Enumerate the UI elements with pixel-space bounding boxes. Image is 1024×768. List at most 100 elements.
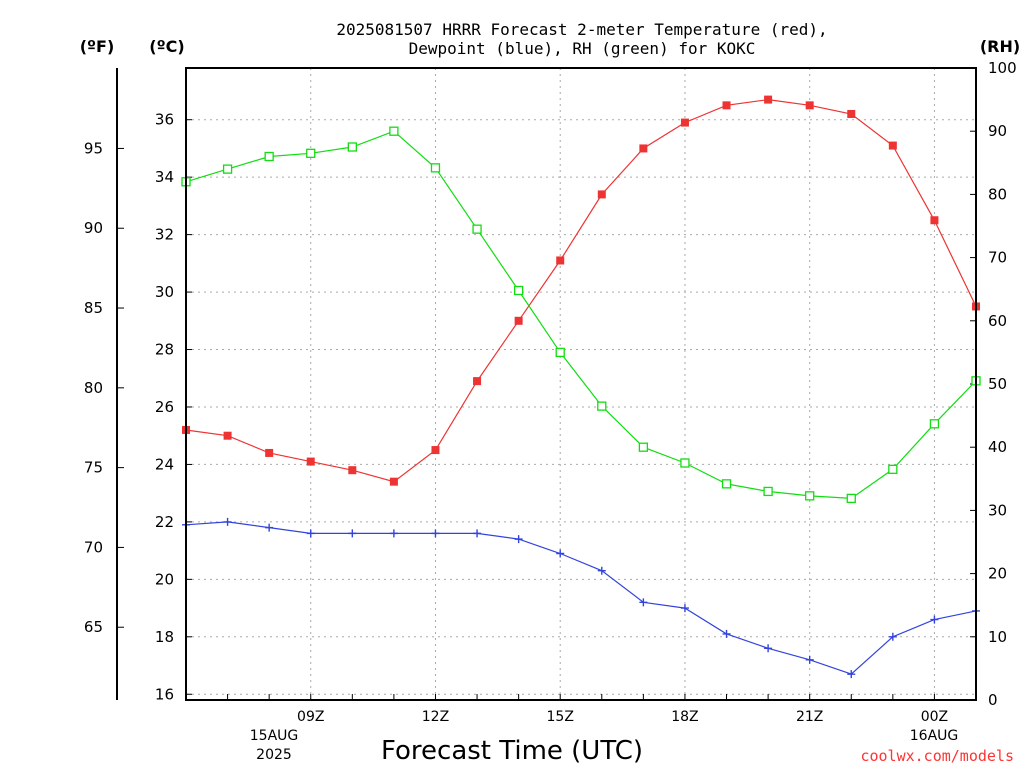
dewpoint-point: [348, 529, 357, 538]
dewpoint-point: [888, 632, 897, 641]
dewpoint-point: [473, 529, 482, 538]
date-label-left-year: 2025: [256, 747, 292, 763]
rh-point: [846, 493, 856, 504]
chart-title-line1: 2025081507 HRRR Forecast 2-meter Tempera…: [336, 20, 827, 39]
celsius-tick-label: 22: [155, 513, 174, 531]
rh-tick-label: 20: [988, 565, 1007, 583]
dewpoint-point: [265, 523, 274, 532]
rh-tick-label: 10: [988, 628, 1007, 646]
source-credit: coolwx.com/models: [860, 747, 1014, 765]
rh-point: [389, 126, 399, 136]
dewpoint-point: [556, 549, 565, 558]
celsius-tick-label: 18: [155, 628, 174, 646]
dewpoint-point: [805, 655, 814, 664]
rh-point: [597, 401, 607, 411]
temperature-point: [473, 377, 482, 386]
temperature-point: [348, 466, 357, 475]
rh-point: [555, 347, 565, 358]
chart-title-line2: Dewpoint (blue), RH (green) for KOKC: [409, 39, 756, 58]
temperature-point: [556, 256, 565, 265]
celsius-tick-label: 32: [155, 226, 174, 244]
fahrenheit-tick-label: 65: [84, 618, 103, 636]
rh-tick-label: 0: [988, 691, 998, 709]
x-tick-label: 00Z: [921, 709, 948, 725]
rh-tick-label: 100: [988, 59, 1017, 77]
dewpoint-point: [930, 615, 939, 624]
rh-tick-label: 90: [988, 122, 1007, 140]
temperature-point: [888, 141, 897, 150]
dewpoint-point: [389, 529, 398, 538]
celsius-tick-label: 34: [155, 168, 174, 186]
fahrenheit-tick-label: 95: [84, 139, 103, 157]
rh-point: [721, 479, 732, 489]
celsius-tick-label: 20: [155, 570, 174, 588]
celsius-tick-label: 26: [155, 398, 174, 416]
fahrenheit-tick-label: 85: [84, 299, 103, 317]
rh-tick-label: 60: [988, 312, 1007, 330]
dewpoint-point: [680, 604, 689, 613]
dewpoint-point: [639, 598, 648, 607]
celsius-unit-label: (ºC): [149, 37, 184, 56]
temperature-point: [389, 477, 398, 486]
rh-point: [306, 148, 316, 158]
x-tick-label: 15Z: [547, 709, 574, 725]
rh-tick-label: 80: [988, 185, 1007, 203]
dewpoint-point: [514, 535, 523, 544]
rh-point: [638, 442, 649, 452]
temperature-point: [597, 190, 606, 199]
temperature-line: [185, 98, 977, 483]
x-tick-label: 09Z: [297, 709, 324, 725]
rh-point: [805, 491, 815, 501]
celsius-tick-label: 36: [155, 111, 174, 129]
dewpoint-point: [847, 670, 856, 679]
temperature-point: [722, 101, 731, 110]
series-layer: [181, 95, 981, 679]
temperature-point: [306, 457, 315, 466]
rh-line: [185, 130, 977, 500]
rh-point: [680, 458, 690, 468]
dewpoint-point: [764, 644, 773, 653]
rh-point: [513, 285, 524, 296]
rh-point: [347, 142, 357, 152]
rh-tick-label: 40: [988, 438, 1007, 456]
rh-point: [888, 464, 898, 474]
fahrenheit-tick-label: 80: [84, 379, 103, 397]
rh-point: [929, 419, 940, 429]
date-label-left-day: 15AUG: [250, 728, 299, 744]
celsius-tick-label: 24: [155, 455, 174, 473]
rh-unit-label: (RH): [980, 37, 1020, 56]
dewpoint-line: [185, 521, 977, 675]
grid-layer: [186, 68, 976, 700]
rh-tick-label: 50: [988, 375, 1007, 393]
rh-tick-label: 70: [988, 249, 1007, 267]
rh-tick-label: 30: [988, 501, 1007, 519]
rh-point: [430, 163, 441, 173]
rh-point: [472, 224, 482, 234]
date-label-right-day: 16AUG: [910, 728, 959, 744]
x-tick-label: 18Z: [671, 709, 698, 725]
dewpoint-point: [722, 629, 731, 638]
rh-point: [264, 151, 274, 162]
fahrenheit-tick-label: 75: [84, 459, 103, 477]
axes-layer: 16 18 20 22 24 26 28 30 32 34 36 65 70 75 80 85 90 95 0 10 2…: [84, 59, 1017, 725]
celsius-tick-label: 30: [155, 283, 174, 301]
rh-point: [763, 486, 773, 497]
dewpoint-point: [597, 566, 606, 575]
celsius-tick-label: 16: [155, 685, 174, 703]
fahrenheit-unit-label: (ºF): [80, 37, 115, 56]
temperature-point: [639, 144, 648, 153]
temperature-point: [514, 316, 523, 325]
x-axis-title: Forecast Time (UTC): [381, 736, 643, 766]
x-tick-label: 12Z: [422, 709, 449, 725]
x-tick-label: 21Z: [796, 709, 823, 725]
temperature-point: [847, 109, 856, 118]
temperature-point: [223, 431, 232, 440]
dewpoint-point: [431, 529, 440, 538]
temperature-point: [265, 448, 274, 457]
temperature-point: [805, 101, 814, 110]
plot-frame: [185, 67, 977, 701]
temperature-point: [431, 446, 440, 455]
temperature-point: [680, 118, 689, 127]
fahrenheit-tick-label: 90: [84, 219, 103, 237]
